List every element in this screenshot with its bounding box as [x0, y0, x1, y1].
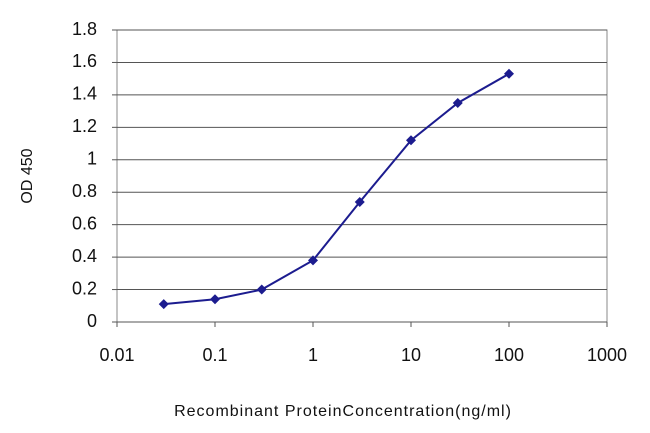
- x-tick-label: 1000: [587, 345, 627, 365]
- y-tick-label: 1.6: [72, 51, 97, 71]
- y-axis-label: OD 450: [19, 148, 36, 203]
- data-point: [158, 299, 169, 310]
- data-point: [256, 284, 267, 295]
- y-tick-label: 0.4: [72, 246, 97, 266]
- x-tick-label: 0.1: [202, 345, 227, 365]
- x-tick-label: 0.01: [99, 345, 134, 365]
- y-tick-label: 0: [87, 311, 97, 331]
- y-tick-label: 1.2: [72, 116, 97, 136]
- y-tick-label: 1: [87, 149, 97, 169]
- y-tick-label: 1.8: [72, 19, 97, 39]
- x-axis-label: Recombinant ProteinConcentration(ng/ml): [174, 403, 512, 420]
- data-point: [308, 255, 318, 266]
- data-point: [504, 68, 514, 79]
- y-tick-label: 0.2: [72, 278, 97, 298]
- x-tick-label: 10: [401, 345, 421, 365]
- data-point: [452, 98, 463, 108]
- data-point: [406, 135, 416, 146]
- y-tick-label: 0.8: [72, 181, 97, 201]
- data-point: [354, 196, 365, 207]
- series-line: [163, 72, 510, 306]
- y-tick-label: 1.4: [72, 84, 97, 104]
- x-tick-label: 1: [308, 345, 318, 365]
- data-point: [210, 294, 220, 305]
- x-tick-label: 100: [494, 345, 524, 365]
- plot-area: [116, 29, 608, 323]
- y-tick-label: 0.6: [72, 213, 97, 233]
